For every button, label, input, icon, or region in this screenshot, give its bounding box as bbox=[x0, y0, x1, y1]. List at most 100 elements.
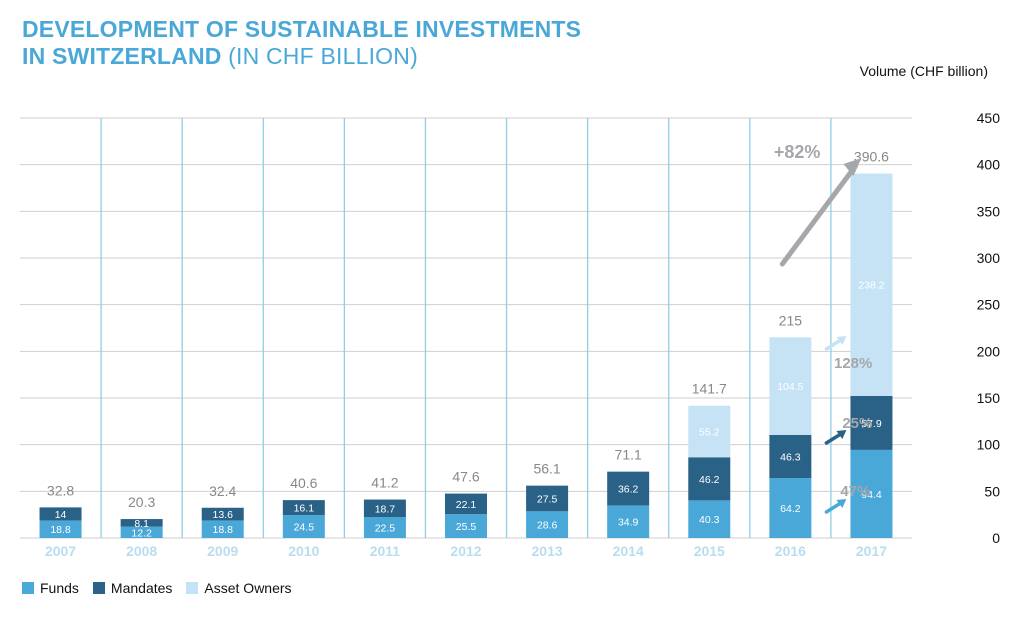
legend-label-mandates: Mandates bbox=[110, 580, 173, 596]
bar-segment bbox=[39, 520, 82, 538]
total-label: 56.1 bbox=[533, 461, 560, 477]
x-tick-label: 2012 bbox=[450, 543, 481, 559]
title-line-2-light: (IN CHF BILLION) bbox=[221, 43, 418, 69]
bar-segment bbox=[201, 520, 244, 538]
x-tick-label: 2011 bbox=[370, 543, 401, 559]
title-line-1: DEVELOPMENT OF SUSTAINABLE INVESTMENTS bbox=[22, 16, 582, 42]
title-line-2-bold: IN SWITZERLAND bbox=[22, 43, 222, 69]
total-label: 47.6 bbox=[452, 469, 479, 485]
bar-segment bbox=[120, 519, 163, 527]
growth-arrow-head bbox=[843, 158, 862, 176]
bar-segment bbox=[688, 405, 731, 458]
y-tick-label: 150 bbox=[977, 390, 1001, 406]
y-axis-label: Volume (CHF billion) bbox=[859, 63, 988, 79]
data-label: 24.5 bbox=[294, 522, 315, 534]
bar-segment bbox=[688, 457, 731, 501]
legend-item-asset-owners: Asset Owners bbox=[186, 580, 292, 596]
data-label: 25.5 bbox=[456, 521, 477, 533]
legend-item-mandates: Mandates bbox=[92, 580, 173, 596]
data-label: 12.2 bbox=[131, 527, 152, 539]
chart-title: DEVELOPMENT OF SUSTAINABLE INVESTMENTS I… bbox=[22, 16, 581, 70]
bar-segment bbox=[850, 395, 893, 450]
legend-label-funds: Funds bbox=[40, 580, 79, 596]
data-label: 13.6 bbox=[213, 509, 234, 521]
bar-segment bbox=[363, 517, 406, 538]
y-tick-label: 50 bbox=[984, 483, 1000, 499]
legend-item-funds: Funds bbox=[22, 580, 79, 596]
title-line-2: IN SWITZERLAND (IN CHF BILLION) bbox=[22, 43, 581, 70]
y-tick-label: 200 bbox=[977, 343, 1001, 359]
bar-segment bbox=[850, 449, 893, 538]
data-label: 14 bbox=[55, 509, 67, 521]
mandates-arrow-head bbox=[836, 430, 847, 439]
bar-segment bbox=[850, 173, 893, 396]
data-label: 22.1 bbox=[456, 499, 477, 511]
bar-segment bbox=[363, 499, 406, 517]
data-label: 46.2 bbox=[699, 474, 720, 486]
bar-segment bbox=[526, 485, 569, 512]
y-tick-label: 350 bbox=[977, 203, 1001, 219]
total-label: 390.6 bbox=[854, 149, 889, 165]
bar-segment bbox=[445, 514, 487, 538]
x-tick-label: 2017 bbox=[856, 543, 887, 559]
data-label: 238.2 bbox=[858, 280, 884, 292]
data-label: 16.1 bbox=[294, 503, 315, 515]
bar-segment bbox=[607, 471, 650, 506]
y-tick-label: 300 bbox=[977, 250, 1001, 266]
data-label: 18.7 bbox=[375, 503, 396, 515]
legend-label-asset-owners: Asset Owners bbox=[204, 580, 292, 596]
data-label: 55.2 bbox=[699, 427, 720, 439]
data-label: 34.9 bbox=[618, 517, 639, 529]
legend: Funds Mandates Asset Owners bbox=[22, 580, 292, 596]
bar-segment bbox=[688, 500, 731, 538]
bar-segment bbox=[445, 493, 487, 515]
total-label: 215 bbox=[779, 312, 803, 328]
data-label: 104.5 bbox=[777, 381, 803, 393]
data-label: 27.5 bbox=[537, 493, 558, 505]
bar-segment bbox=[39, 507, 82, 521]
total-label: 32.8 bbox=[47, 482, 74, 498]
total-label: 141.7 bbox=[692, 381, 727, 397]
annotation-total-growth: +82% bbox=[774, 142, 821, 162]
y-tick-label: 0 bbox=[992, 530, 1000, 546]
y-tick-label: 400 bbox=[977, 157, 1001, 173]
bar-segment bbox=[282, 515, 325, 538]
y-tick-label: 250 bbox=[977, 297, 1001, 313]
bar-segment bbox=[769, 337, 812, 435]
x-tick-label: 2016 bbox=[775, 543, 806, 559]
data-label: 57.9 bbox=[861, 418, 882, 430]
bar-segment bbox=[607, 505, 650, 538]
annotation-mandates-growth: 25% bbox=[842, 415, 872, 432]
funds-arrow-head bbox=[836, 499, 847, 508]
data-label: 22.5 bbox=[375, 523, 396, 535]
legend-swatch-asset-owners bbox=[186, 582, 199, 594]
data-label: 46.3 bbox=[780, 451, 801, 463]
total-label: 32.4 bbox=[209, 483, 236, 499]
bar-segment bbox=[769, 478, 812, 538]
data-label: 18.8 bbox=[213, 524, 234, 536]
growth-arrow-shaft bbox=[779, 163, 858, 267]
bar-segment bbox=[282, 500, 325, 516]
data-label: 36.2 bbox=[618, 484, 639, 496]
data-label: 40.3 bbox=[699, 514, 720, 526]
x-tick-label: 2014 bbox=[613, 543, 644, 559]
y-tick-label: 450 bbox=[977, 110, 1001, 126]
data-label: 28.6 bbox=[537, 520, 558, 532]
asset-owners-arrow-head bbox=[836, 336, 847, 345]
data-label: 8.1 bbox=[134, 518, 149, 530]
legend-swatch-mandates bbox=[92, 582, 105, 594]
y-tick-label: 100 bbox=[977, 437, 1001, 453]
total-label: 40.6 bbox=[290, 475, 317, 491]
annotation-asset-owners-growth: 128% bbox=[834, 355, 872, 372]
total-label: 41.2 bbox=[371, 475, 398, 491]
total-label: 20.3 bbox=[128, 494, 155, 510]
bar-segment bbox=[526, 511, 569, 538]
data-label: 64.2 bbox=[780, 503, 801, 515]
x-tick-label: 2007 bbox=[45, 543, 76, 559]
bar-segment bbox=[201, 507, 244, 521]
x-tick-label: 2008 bbox=[126, 543, 157, 559]
total-label: 71.1 bbox=[615, 447, 642, 463]
data-label: 94.4 bbox=[861, 489, 882, 501]
data-label: 18.8 bbox=[50, 524, 71, 536]
